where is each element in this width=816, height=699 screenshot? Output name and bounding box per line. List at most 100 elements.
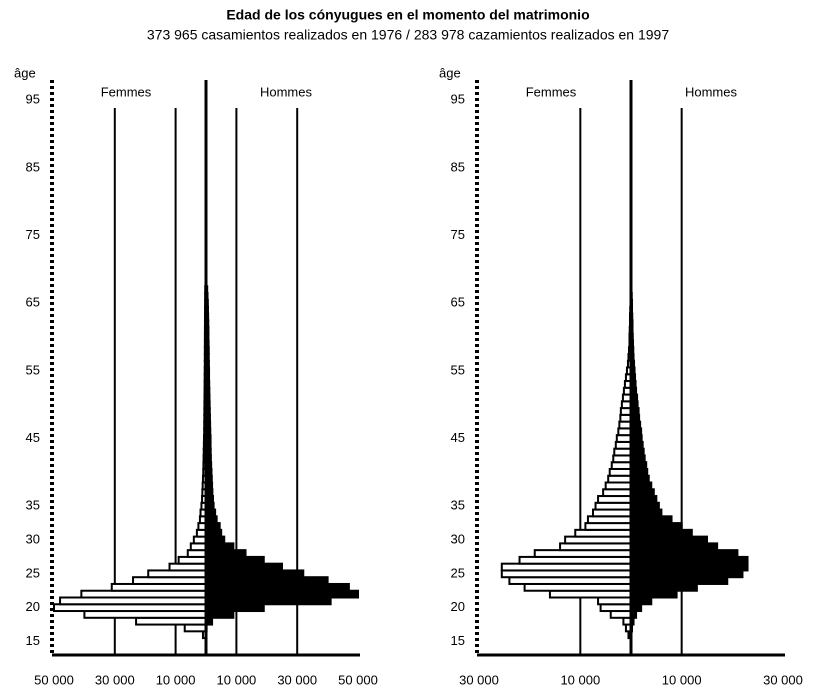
legend-label: Femmes: [101, 84, 152, 99]
bar: [192, 535, 207, 545]
bar: [630, 596, 653, 606]
y-tick-label: 30: [451, 531, 465, 546]
y-tick-label: 35: [26, 498, 40, 513]
y-tick-label: 25: [451, 565, 465, 580]
bar: [630, 535, 708, 545]
y-tick-label: 45: [451, 430, 465, 445]
bar: [618, 420, 633, 430]
bar: [574, 528, 632, 538]
x-tick-label: 10 000: [217, 672, 257, 687]
bar: [617, 427, 632, 437]
y-tick-label: 15: [451, 633, 465, 648]
bar: [586, 515, 633, 525]
bar: [597, 596, 632, 606]
bar: [53, 603, 207, 613]
x-tick-label: 50 000: [338, 672, 378, 687]
bar: [602, 488, 633, 498]
bar: [630, 474, 650, 484]
bar: [613, 447, 633, 457]
chart-subtitle: 373 965 casamientos realizados en 1976 /…: [147, 27, 669, 43]
bar: [205, 528, 223, 538]
bar: [205, 562, 283, 572]
y-tick-label: 75: [451, 227, 465, 242]
x-tick-label: 10 000: [560, 672, 600, 687]
y-tick-label: 20: [26, 599, 40, 614]
bar: [630, 434, 643, 443]
bar: [630, 589, 678, 599]
x-tick-label: 30 000: [459, 672, 499, 687]
bar: [205, 603, 265, 613]
bar: [630, 467, 649, 477]
bar: [630, 461, 648, 470]
bar: [500, 569, 632, 579]
bar: [630, 440, 644, 450]
bar: [132, 576, 207, 585]
bar: [604, 481, 633, 491]
y-tick-label: 25: [26, 565, 40, 580]
bar: [630, 569, 744, 579]
x-tick-label: 30 000: [763, 672, 803, 687]
bar: [607, 474, 633, 484]
bar: [630, 508, 663, 518]
bar: [619, 413, 632, 423]
y-tick-label: 55: [451, 362, 465, 377]
bar: [630, 555, 749, 565]
bar: [630, 488, 655, 498]
bar: [630, 447, 645, 457]
bar: [630, 542, 719, 552]
y-tick-label: 65: [451, 295, 465, 310]
bar: [135, 616, 207, 626]
bar: [619, 407, 632, 416]
bar: [559, 542, 632, 552]
bar: [59, 596, 207, 606]
y-tick-label: 55: [26, 362, 40, 377]
y-axis-label: âge: [14, 65, 36, 80]
bar: [608, 467, 632, 477]
bar: [630, 501, 660, 511]
legend-label: Femmes: [526, 84, 577, 99]
y-tick-label: 35: [451, 498, 465, 513]
bar: [80, 589, 207, 599]
y-tick-label: 85: [451, 159, 465, 174]
bar: [500, 562, 632, 572]
y-tick-label: 15: [26, 633, 40, 648]
y-tick-label: 45: [26, 430, 40, 445]
bar: [533, 549, 633, 558]
bar: [518, 555, 632, 565]
x-tick-label: 10 000: [156, 672, 196, 687]
bar: [508, 576, 632, 585]
bar: [177, 555, 207, 565]
bar: [183, 623, 208, 633]
y-tick-label: 95: [451, 92, 465, 107]
bar: [630, 515, 673, 525]
bar: [205, 576, 329, 585]
x-tick-label: 30 000: [277, 672, 317, 687]
y-tick-label: 65: [26, 295, 40, 310]
bar: [630, 481, 653, 491]
bar: [615, 434, 633, 443]
bar: [548, 589, 633, 599]
bar: [594, 501, 632, 511]
legend-label: Hommes: [685, 84, 738, 99]
bar: [597, 495, 632, 504]
y-tick-label: 20: [451, 599, 465, 614]
bar: [186, 549, 207, 558]
bar: [599, 603, 632, 613]
bar: [609, 610, 633, 619]
bar: [630, 576, 729, 585]
y-tick-label: 95: [26, 92, 40, 107]
y-tick-label: 85: [26, 159, 40, 174]
legend-label: Hommes: [260, 84, 313, 99]
bar: [630, 495, 658, 504]
y-tick-label: 30: [26, 531, 40, 546]
bar: [614, 440, 632, 450]
bar: [205, 596, 332, 606]
x-tick-label: 10 000: [662, 672, 702, 687]
bar: [630, 427, 643, 437]
bar: [205, 610, 235, 619]
bar: [630, 528, 693, 538]
bar: [205, 542, 235, 552]
bar: [147, 569, 208, 579]
x-tick-label: 30 000: [95, 672, 135, 687]
